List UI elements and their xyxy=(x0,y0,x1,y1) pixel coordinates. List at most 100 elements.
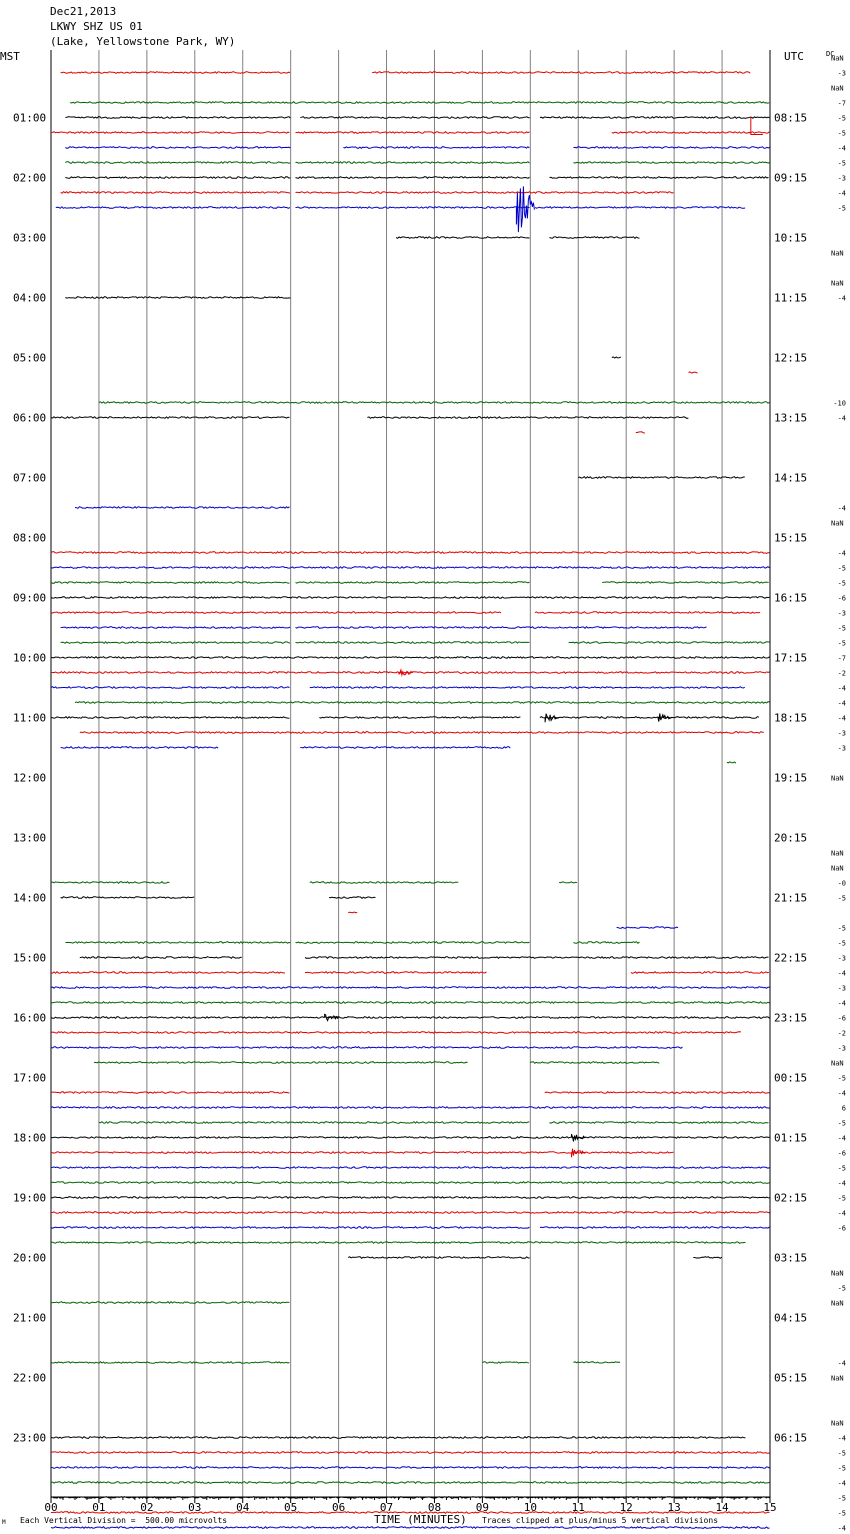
right-time-label-21:15: 21:15 xyxy=(774,892,807,905)
trace-row-71 xyxy=(98,1121,530,1124)
trace-row-5 xyxy=(50,131,290,134)
trace-row-59 xyxy=(295,941,530,944)
left-time-label-21:00: 21:00 xyxy=(13,1312,46,1325)
trace-row-75 xyxy=(50,1180,770,1184)
dc-offset: -2 xyxy=(838,670,846,678)
seismic-burst xyxy=(544,713,560,723)
right-time-label-10:15: 10:15 xyxy=(774,232,807,245)
dc-offset: -6 xyxy=(838,1015,846,1023)
trace-row-58 xyxy=(616,926,679,929)
dc-offset: -4 xyxy=(838,715,846,723)
dc-offset: -5 xyxy=(838,940,846,948)
dc-offset: NaN xyxy=(831,1420,844,1428)
trace-row-44 xyxy=(50,716,290,720)
left-time-label-22:00: 22:00 xyxy=(13,1372,46,1385)
trace-row-73 xyxy=(50,1150,674,1154)
trace-row-44 xyxy=(539,716,760,719)
left-time-label-10:00: 10:00 xyxy=(13,652,46,665)
dc-offset: NaN xyxy=(831,280,844,288)
trace-row-4 xyxy=(300,116,530,119)
dc-offset: -7 xyxy=(838,655,846,663)
right-time-label-18:15: 18:15 xyxy=(774,712,807,725)
left-time-label-09:00: 09:00 xyxy=(13,592,46,605)
dc-offset: -4 xyxy=(838,970,846,978)
dc-offset: -5 xyxy=(838,1450,846,1458)
right-time-label-05:15: 05:15 xyxy=(774,1372,807,1385)
trace-row-63 xyxy=(50,1000,770,1004)
trace-row-5 xyxy=(611,131,770,134)
trace-row-39 xyxy=(295,641,530,644)
dc-offset: NaN xyxy=(831,850,844,858)
dc-offset: NaN xyxy=(831,520,844,528)
trace-row-7 xyxy=(573,161,771,164)
trace-row-57 xyxy=(348,911,358,914)
trace-row-8 xyxy=(295,176,530,179)
x-tick-label-13: 13 xyxy=(668,1501,681,1514)
dc-offset: -4 xyxy=(838,1135,846,1143)
dc-offset: -0 xyxy=(838,880,846,888)
trace-row-71 xyxy=(549,1121,769,1124)
trace-row-10 xyxy=(295,206,530,209)
trace-row-69 xyxy=(544,1091,770,1094)
x-tick-label-03: 03 xyxy=(188,1501,201,1514)
trace-row-45 xyxy=(79,731,764,734)
trace-row-37 xyxy=(534,611,761,614)
dc-offset: -4 xyxy=(838,700,846,708)
right-time-label-15:15: 15:15 xyxy=(774,532,807,545)
x-tick-label-09: 09 xyxy=(476,1501,489,1514)
trace-row-8 xyxy=(65,176,291,179)
trace-row-69 xyxy=(50,1091,290,1094)
dc-offset: NaN xyxy=(831,85,844,93)
left-time-label-15:00: 15:00 xyxy=(13,952,46,965)
trace-row-96 xyxy=(50,1496,770,1499)
dc-offset: -5 xyxy=(838,640,846,648)
trace-row-74 xyxy=(50,1166,770,1169)
x-tick-label-00: 00 xyxy=(44,1501,57,1514)
seismic-burst xyxy=(571,1133,586,1142)
trace-row-98 xyxy=(50,1525,770,1529)
dc-offset: -5 xyxy=(838,925,846,933)
trace-row-39 xyxy=(568,641,770,644)
seismic-burst xyxy=(571,1148,586,1158)
trace-row-95 xyxy=(50,1481,770,1484)
dc-offset: -5 xyxy=(838,130,846,138)
trace-row-3 xyxy=(70,100,770,104)
trace-row-80 xyxy=(693,1256,723,1259)
x-tick-label-01: 01 xyxy=(92,1501,105,1514)
trace-row-24 xyxy=(367,416,689,419)
scale-note: Each Vertical Division = 500.00 microvol… xyxy=(20,1516,228,1525)
dc-offset: NaN xyxy=(831,775,844,783)
trace-row-97 xyxy=(51,1511,770,1515)
trace-row-87 xyxy=(573,1361,621,1364)
corner-mark: M xyxy=(2,1519,6,1526)
trace-row-72 xyxy=(50,1136,770,1139)
trace-row-6 xyxy=(65,146,291,149)
trace-row-92 xyxy=(50,1436,746,1439)
x-tick-label-12: 12 xyxy=(620,1501,633,1514)
trace-row-35 xyxy=(295,581,530,584)
right-time-label-02:15: 02:15 xyxy=(774,1192,807,1205)
right-time-label-20:15: 20:15 xyxy=(774,832,807,845)
seismic-burst xyxy=(657,713,673,722)
left-time-label-04:00: 04:00 xyxy=(13,292,46,305)
left-time-label-20:00: 20:00 xyxy=(13,1252,46,1265)
dc-offset: -4 xyxy=(838,1360,846,1368)
trace-row-6 xyxy=(343,146,530,149)
left-time-label-12:00: 12:00 xyxy=(13,772,46,785)
station-location: (Lake, Yellowstone Park, WY) xyxy=(50,35,236,48)
dc-offset: -2 xyxy=(838,1030,846,1038)
dc-offset: -6 xyxy=(838,1225,846,1233)
dc-offset: -5 xyxy=(838,1285,846,1293)
trace-row-37 xyxy=(50,611,502,614)
trace-row-6 xyxy=(573,146,771,149)
trace-row-62 xyxy=(50,986,770,990)
trace-row-9 xyxy=(295,191,674,194)
trace-row-39 xyxy=(60,640,291,644)
clip-note: Traces clipped at plus/minus 5 vertical … xyxy=(482,1516,719,1525)
dc-offset: -4 xyxy=(838,685,846,693)
left-time-label-13:00: 13:00 xyxy=(13,832,46,845)
trace-row-61 xyxy=(630,971,770,974)
dc-offset: -3 xyxy=(838,955,846,963)
trace-row-5 xyxy=(295,131,530,134)
